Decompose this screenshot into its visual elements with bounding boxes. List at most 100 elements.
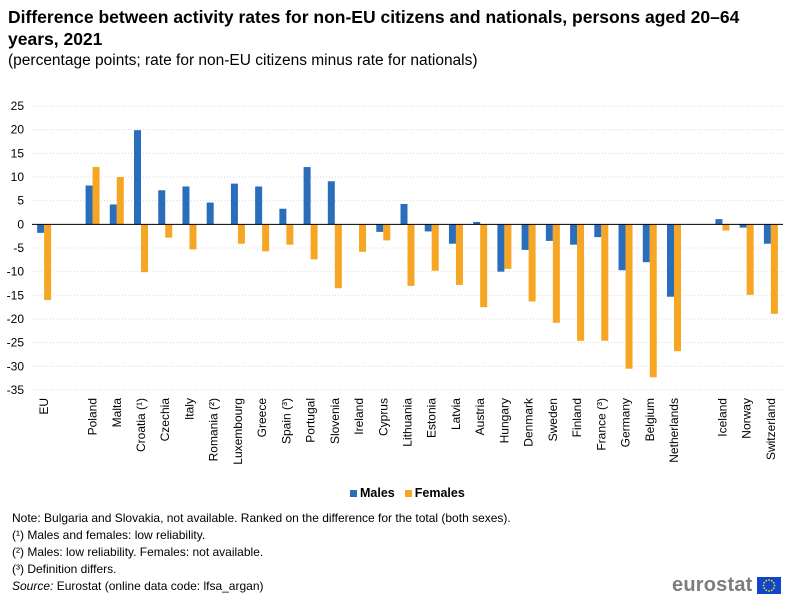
bar-females (334, 224, 342, 289)
y-tick-label: 0 (17, 217, 24, 231)
x-tick-label: Romania (²) (207, 398, 221, 461)
y-tick-label: -35 (7, 383, 25, 397)
x-tick-label: Austria (473, 398, 487, 436)
bar-males (255, 186, 263, 225)
y-tick-label: -20 (7, 312, 25, 326)
x-tick-label: Greece (255, 398, 269, 438)
bar-males (594, 224, 602, 238)
legend-swatch-males (350, 489, 357, 497)
bar-males (763, 224, 771, 244)
x-tick-label: EU (37, 398, 51, 415)
x-tick-label: Malta (110, 398, 124, 428)
bar-females (528, 224, 536, 302)
footnote-3: (³) Definition differs. (12, 562, 117, 576)
x-tick-label: Croatia (¹) (134, 398, 148, 452)
bar-females (237, 224, 245, 244)
bar-females (577, 224, 585, 341)
bar-females (746, 224, 754, 295)
bar-males (545, 224, 553, 241)
bar-males (666, 224, 674, 297)
legend-swatch-females (404, 489, 412, 497)
legend-label-males: Males (360, 486, 395, 500)
bar-males (230, 183, 238, 225)
x-tick-label: Netherlands (667, 398, 681, 463)
x-tick-label: Germany (619, 398, 633, 447)
bar-females (601, 224, 609, 341)
bar-females (92, 167, 100, 225)
bar-males (85, 185, 93, 225)
y-tick-label: 25 (11, 99, 25, 113)
bar-females (383, 224, 391, 241)
note-text: Note: Bulgaria and Slovakia, not availab… (12, 511, 511, 525)
source-label: Source: (12, 579, 54, 593)
bar-females (407, 224, 415, 286)
bar-males (448, 224, 456, 244)
bar-males (497, 224, 505, 272)
y-tick-label: -5 (13, 241, 24, 255)
bar-females (141, 224, 149, 273)
footnotes: Note: Bulgaria and Slovakia, not availab… (12, 510, 511, 595)
bar-males (279, 208, 287, 225)
logo-text: eurostat (672, 574, 753, 596)
bar-females (165, 224, 173, 238)
x-tick-label: Luxembourg (231, 398, 245, 465)
x-tick-label: Hungary (497, 398, 511, 443)
x-tick-label: Latvia (449, 398, 463, 430)
x-tick-label: Poland (86, 398, 100, 435)
y-tick-label: -15 (7, 288, 25, 302)
y-tick-label: 15 (11, 146, 25, 160)
bar-females (286, 224, 294, 245)
bar-females (625, 224, 633, 369)
x-tick-label: Denmark (522, 397, 536, 447)
bar-males (206, 202, 214, 225)
y-tick-label: -30 (7, 359, 25, 373)
chart-subtitle: (percentage points; rate for non-EU citi… (8, 52, 478, 69)
x-tick-label: Portugal (304, 398, 318, 443)
y-tick-label: -10 (7, 265, 25, 279)
y-tick-label: 20 (11, 123, 25, 137)
bar-females (116, 177, 124, 225)
y-tick-label: -25 (7, 336, 25, 350)
x-tick-label: Italy (182, 398, 196, 420)
bar-males (134, 130, 142, 225)
footnote-1: (¹) Males and females: low reliability. (12, 528, 206, 542)
bar-chart: 25 20 15 10 5 0 -5 -10 -15 -20 -25 -30 -35 EU Poland Ma… (7, 99, 783, 465)
x-tick-label: Ireland (352, 398, 366, 435)
bar-females (44, 224, 52, 301)
eu-flag-icon (756, 577, 781, 594)
x-tick-label: Czechia (158, 398, 172, 442)
bar-females (673, 224, 681, 352)
bar-females (189, 224, 197, 250)
bar-males (473, 221, 481, 225)
y-tick-label: 10 (11, 170, 25, 184)
bar-males (158, 190, 166, 225)
legend-item-males: Males (350, 486, 395, 500)
x-tick-label: France (³) (594, 398, 608, 451)
x-tick-label: Cyprus (376, 398, 390, 436)
bar-males (303, 167, 311, 225)
bar-females (431, 224, 439, 271)
bar-females (552, 224, 560, 323)
x-tick-label: Estonia (425, 398, 439, 438)
bar-males (715, 219, 723, 225)
x-tick-label: Slovenia (328, 398, 342, 444)
bar-males (618, 224, 626, 271)
bar-females (504, 224, 512, 269)
bar-males (642, 224, 650, 263)
bar-males (570, 224, 578, 245)
bar-females (480, 224, 488, 308)
bar-males (327, 181, 335, 225)
footnote-2: (²) Males: low reliability. Females: not… (12, 545, 264, 559)
bar-females (722, 224, 730, 231)
bar-males (109, 204, 117, 225)
source-line: Source: Eurostat (online data code: lfsa… (12, 578, 511, 595)
bar-females (262, 224, 270, 252)
legend-item-females: Females (404, 486, 465, 500)
eurostat-logo: eurostat (672, 574, 781, 597)
bar-females (310, 224, 318, 260)
bar-females (649, 224, 657, 378)
bar-females (359, 224, 367, 252)
x-tick-label: Spain (³) (279, 398, 293, 444)
chart-title: Difference between activity rates for no… (8, 7, 740, 49)
bar-males (424, 224, 432, 232)
